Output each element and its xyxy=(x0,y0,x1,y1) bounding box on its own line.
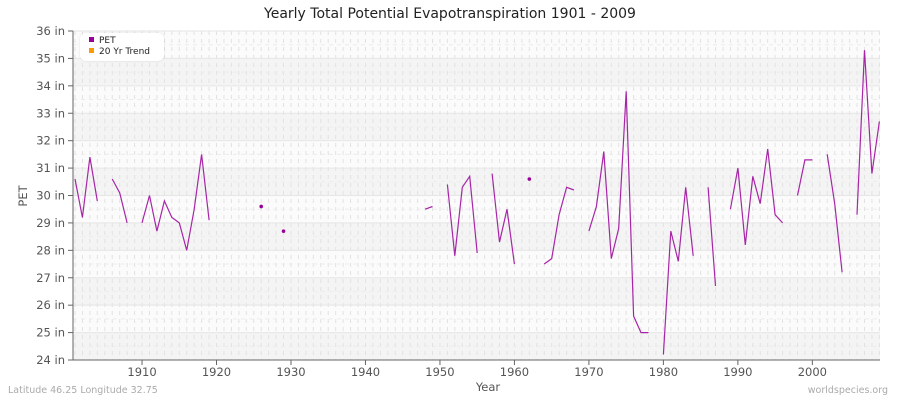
source-link[interactable]: worldspecies.org xyxy=(807,385,888,396)
coordinates-label: Latitude 46.25 Longitude 32.75 xyxy=(8,385,158,396)
x-tick-label: 1990 xyxy=(723,365,752,379)
x-tick-label: 1950 xyxy=(425,365,454,379)
x-axis-title: Year xyxy=(475,380,501,394)
y-tick-label: 31 in xyxy=(36,161,65,175)
x-tick-label: 1980 xyxy=(649,365,678,379)
x-tick-label: 2000 xyxy=(798,365,827,379)
x-tick-label: 1960 xyxy=(500,365,529,379)
y-tick-label: 24 in xyxy=(36,353,65,367)
y-tick-label: 25 in xyxy=(36,326,65,340)
y-tick-label: 35 in xyxy=(36,51,65,65)
x-tick-label: 1910 xyxy=(127,365,156,379)
legend-swatch-pet xyxy=(89,37,94,42)
x-tick-label: 1940 xyxy=(351,365,380,379)
y-tick-label: 34 in xyxy=(36,79,65,93)
y-tick-label: 33 in xyxy=(36,106,65,120)
y-tick-label: 29 in xyxy=(36,216,65,230)
x-axis-ticks: 1910 1920 1930 1940 1950 1960 1970 1980 1990 2000 xyxy=(127,360,827,379)
y-tick-label: 26 in xyxy=(36,298,65,312)
y-tick-label: 30 in xyxy=(36,189,65,203)
y-axis-title: PET xyxy=(16,184,30,206)
y-tick-label: 36 in xyxy=(36,24,65,38)
y-tick-label: 28 in xyxy=(36,243,65,257)
legend-swatch-trend xyxy=(89,48,94,53)
y-axis-ticks: 24 in 25 in 26 in 27 in 28 in 29 in 30 in 31 in… xyxy=(36,24,73,367)
legend-item-trend: 20 Yr Trend xyxy=(89,47,150,58)
pet-series xyxy=(74,50,880,355)
y-tick-label: 27 in xyxy=(36,271,65,285)
legend-label-trend: 20 Yr Trend xyxy=(99,47,151,57)
legend-label-pet: PET xyxy=(99,36,116,46)
legend: PET 20 Yr Trend xyxy=(80,33,164,61)
legend-item-pet: PET xyxy=(89,36,116,47)
x-tick-label: 1920 xyxy=(202,365,231,379)
x-tick-label: 1930 xyxy=(276,365,305,379)
chart-title: Yearly Total Potential Evapotranspiratio… xyxy=(264,6,636,22)
x-tick-label: 1970 xyxy=(574,365,603,379)
y-tick-label: 32 in xyxy=(36,134,65,148)
